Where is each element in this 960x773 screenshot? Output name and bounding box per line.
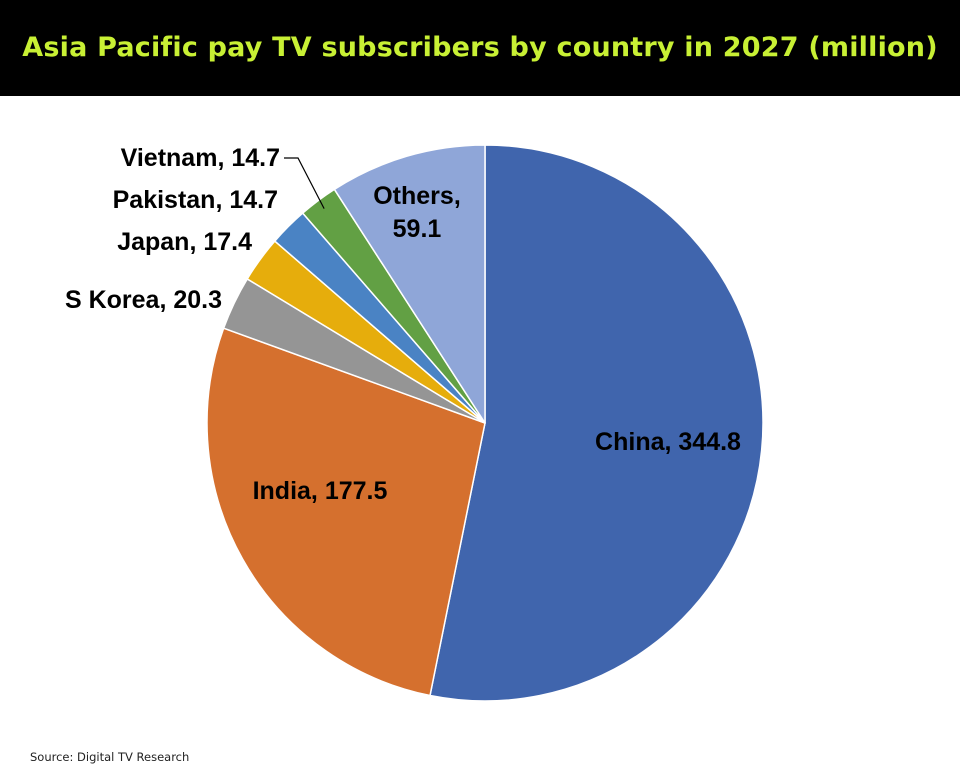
source-note: Source: Digital TV Research xyxy=(30,750,190,764)
slice-label-india: India, 177.5 xyxy=(253,477,388,505)
pie-slice-others xyxy=(333,144,486,424)
slice-label-japan: Japan, 17.4 xyxy=(117,228,252,256)
pie-slice-india xyxy=(206,327,486,697)
pie-slices xyxy=(206,144,764,702)
slice-label-china: China, 344.8 xyxy=(595,428,741,456)
chart-title: Asia Pacific pay TV subscribers by count… xyxy=(22,32,938,63)
title-bar: Asia Pacific pay TV subscribers by count… xyxy=(0,0,960,96)
pie-chart: China, 344.8 India, 177.5 S Korea, 20.3 Jap… xyxy=(65,144,764,702)
pie-chart-area: China, 344.8 India, 177.5 S Korea, 20.3 Jap… xyxy=(0,96,960,773)
slice-label-vietnam: Vietnam, 14.7 xyxy=(121,144,280,172)
slice-labels: China, 344.8 India, 177.5 S Korea, 20.3 Jap… xyxy=(65,144,741,505)
pie-slice-china xyxy=(429,144,764,702)
slice-label-pakistan: Pakistan, 14.7 xyxy=(113,186,278,214)
slice-label-s-korea: S Korea, 20.3 xyxy=(65,286,222,314)
leader-line-vietnam xyxy=(284,157,325,209)
slice-label-others: Others, 59.1 xyxy=(373,182,461,243)
